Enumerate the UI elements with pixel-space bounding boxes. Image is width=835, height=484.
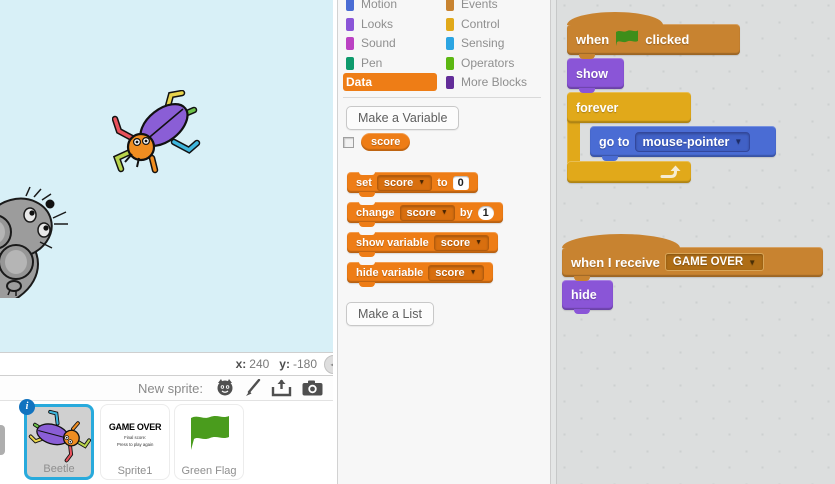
camera-icon[interactable]: [302, 380, 323, 396]
dropdown-arrow-icon: ▼: [748, 257, 757, 267]
green-flag-icon: [614, 29, 640, 50]
dropdown-arrow-icon: ▼: [469, 269, 477, 276]
preview-game-over-text: GAME OVER: [108, 421, 162, 432]
category-motion[interactable]: Motion: [346, 0, 440, 13]
game-over-thumbnail: GAME OVER Final score: Press to play aga…: [101, 405, 169, 461]
mouse-coordinates-bar: x: 240 y: -180 ◀: [0, 352, 343, 376]
show-block[interactable]: show: [567, 58, 624, 93]
sprite-item-sprite1[interactable]: GAME OVER Final score: Press to play aga…: [100, 404, 170, 480]
variable-dropdown[interactable]: score ▼: [376, 174, 433, 191]
sprite-list: i: [0, 399, 333, 484]
make-a-variable-button[interactable]: Make a Variable: [346, 106, 460, 130]
sprite-name: Beetle: [43, 463, 75, 475]
value-input[interactable]: 1: [477, 205, 494, 220]
sprite-name: Sprite1: [117, 465, 153, 477]
dropdown-arrow-icon: ▼: [440, 209, 448, 216]
sound-color-swatch: [346, 36, 354, 50]
events-color-swatch: [446, 0, 454, 11]
palette-divider: [343, 97, 541, 98]
loop-arrow-icon: [659, 165, 681, 184]
preview-final-score-text: Final score:: [123, 435, 147, 440]
preview-press-text: Press to play again: [116, 442, 154, 448]
when-flag-clicked-block[interactable]: when clicked: [567, 12, 740, 59]
hide-variable-block[interactable]: hide variable score ▼: [347, 262, 493, 287]
variable-dropdown[interactable]: score ▼: [428, 264, 484, 281]
upload-icon[interactable]: [271, 379, 292, 397]
broadcast-message-dropdown[interactable]: GAME OVER ▼: [664, 253, 765, 271]
make-a-list-button[interactable]: Make a List: [346, 302, 434, 326]
category-looks[interactable]: Looks: [346, 15, 440, 33]
variable-dropdown[interactable]: score ▼: [433, 234, 490, 251]
category-data-selected[interactable]: Data: [343, 73, 437, 91]
forever-block-spine[interactable]: [567, 120, 580, 163]
sensing-color-swatch: [446, 36, 454, 50]
hide-block[interactable]: hide: [562, 280, 613, 314]
sprite-info-icon[interactable]: i: [19, 399, 35, 415]
stage[interactable]: [0, 0, 333, 352]
coord-x-label: x:: [235, 357, 247, 371]
sprite-item-green-flag[interactable]: Green Flag: [174, 404, 244, 480]
dropdown-arrow-icon: ▼: [734, 137, 743, 146]
category-more-blocks[interactable]: More Blocks: [446, 73, 546, 91]
sprite-item-beetle[interactable]: i: [19, 399, 94, 480]
beetle-thumbnail: [27, 407, 91, 463]
green-flag-thumbnail: [175, 405, 243, 461]
dropdown-arrow-icon: ▼: [475, 239, 483, 246]
go-to-target-dropdown[interactable]: mouse-pointer ▼: [634, 131, 751, 152]
sprite-name: Green Flag: [181, 465, 237, 477]
more-blocks-color-swatch: [446, 75, 454, 89]
show-variable-block[interactable]: show variable score ▼: [347, 232, 499, 257]
set-variable-block[interactable]: set score ▼ to 0: [347, 172, 478, 197]
category-sensing[interactable]: Sensing: [446, 34, 546, 52]
dropdown-arrow-icon: ▼: [418, 179, 426, 186]
change-variable-block[interactable]: change score ▼ by 1: [347, 202, 503, 227]
coord-x-value: 240: [249, 357, 270, 371]
category-sound[interactable]: Sound: [346, 34, 440, 52]
variable-row: score: [343, 133, 411, 151]
scripts-area[interactable]: when clicked show forever go to: [557, 0, 835, 484]
score-variable-reporter[interactable]: score: [361, 133, 411, 151]
sprite-library-icon[interactable]: [215, 379, 235, 397]
coord-y-label: y:: [279, 357, 290, 371]
operators-color-swatch: [446, 56, 454, 70]
when-i-receive-block[interactable]: when I receive GAME OVER ▼: [562, 234, 823, 281]
go-to-block[interactable]: go to mouse-pointer ▼: [590, 126, 776, 161]
paintbrush-icon[interactable]: [245, 379, 261, 397]
variable-dropdown[interactable]: score ▼: [399, 204, 455, 221]
stage-palette-divider: [333, 0, 337, 484]
green-flag-image: [191, 416, 229, 450]
value-input[interactable]: 0: [452, 175, 469, 190]
mouse-sprite[interactable]: [0, 184, 68, 298]
category-pen[interactable]: Pen: [346, 54, 440, 72]
looks-color-swatch: [346, 17, 354, 31]
forever-block-bottom[interactable]: [567, 161, 691, 183]
category-events[interactable]: Events: [446, 0, 546, 13]
sprite-panel-header: New sprite:: [0, 376, 333, 401]
category-control[interactable]: Control: [446, 15, 546, 33]
pen-color-swatch: [346, 56, 354, 70]
palette-scripts-divider: [550, 0, 557, 484]
block-palette: Motion Looks Sound Pen Data Events Contr…: [337, 0, 550, 484]
beetle-sprite[interactable]: [112, 90, 202, 176]
motion-color-swatch: [346, 0, 354, 11]
partial-sprite-thumbnail[interactable]: [0, 425, 5, 455]
control-color-swatch: [446, 17, 454, 31]
forever-block[interactable]: forever: [567, 92, 691, 123]
coord-y-value: -180: [292, 357, 317, 371]
variable-visibility-checkbox[interactable]: [343, 136, 354, 148]
new-sprite-label: New sprite:: [137, 380, 203, 396]
category-operators[interactable]: Operators: [446, 54, 546, 72]
